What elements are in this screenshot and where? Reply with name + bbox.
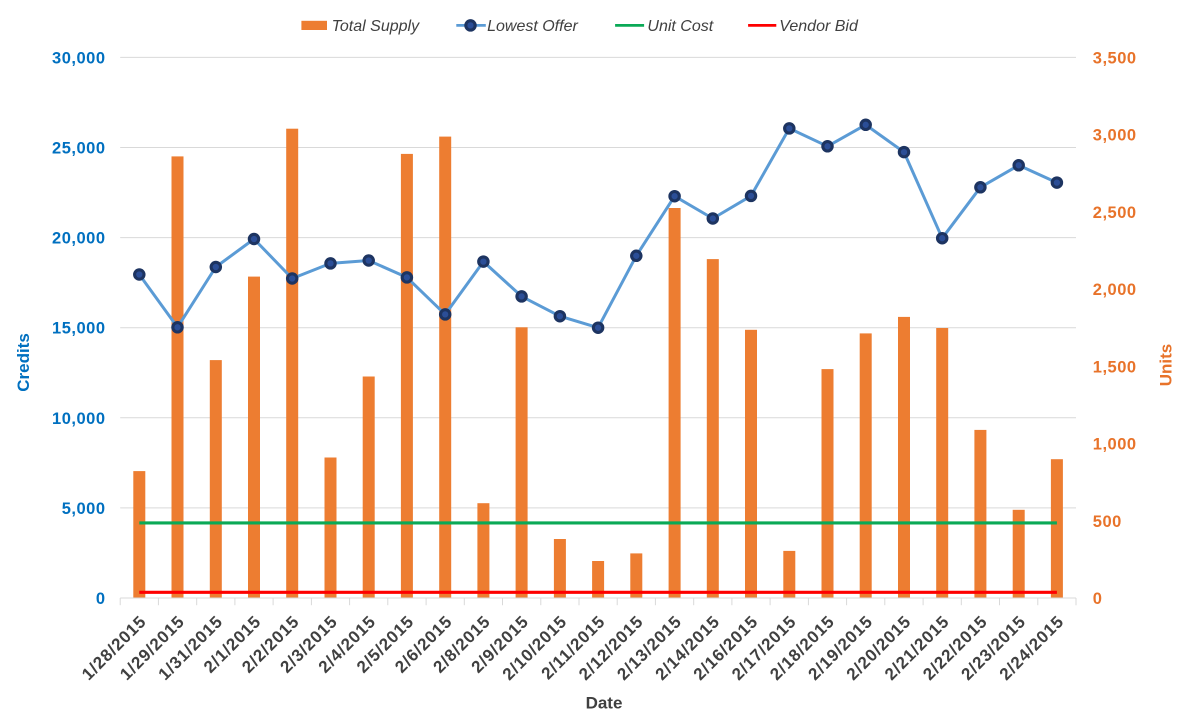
svg-text:0: 0 [96, 590, 106, 608]
svg-text:20,000: 20,000 [52, 230, 105, 248]
svg-text:0: 0 [1093, 590, 1103, 608]
svg-text:Total Supply: Total Supply [332, 18, 420, 35]
svg-text:Credits: Credits [14, 333, 33, 392]
svg-text:2,000: 2,000 [1093, 281, 1137, 299]
svg-text:2,500: 2,500 [1093, 204, 1137, 222]
svg-text:5,000: 5,000 [62, 500, 106, 518]
svg-text:30,000: 30,000 [52, 49, 105, 67]
svg-text:1,500: 1,500 [1093, 358, 1137, 376]
svg-text:3,500: 3,500 [1093, 49, 1137, 67]
svg-text:Units: Units [1157, 344, 1176, 387]
svg-text:15,000: 15,000 [52, 320, 105, 338]
svg-text:Unit Cost: Unit Cost [647, 18, 713, 35]
svg-text:Lowest Offer: Lowest Offer [487, 18, 578, 35]
svg-text:Vendor Bid: Vendor Bid [779, 18, 859, 35]
svg-text:3,000: 3,000 [1093, 127, 1137, 145]
svg-text:1,000: 1,000 [1093, 436, 1137, 454]
svg-text:500: 500 [1093, 513, 1122, 531]
svg-text:25,000: 25,000 [52, 140, 105, 158]
svg-text:Date: Date [586, 694, 623, 713]
svg-text:10,000: 10,000 [52, 410, 105, 428]
